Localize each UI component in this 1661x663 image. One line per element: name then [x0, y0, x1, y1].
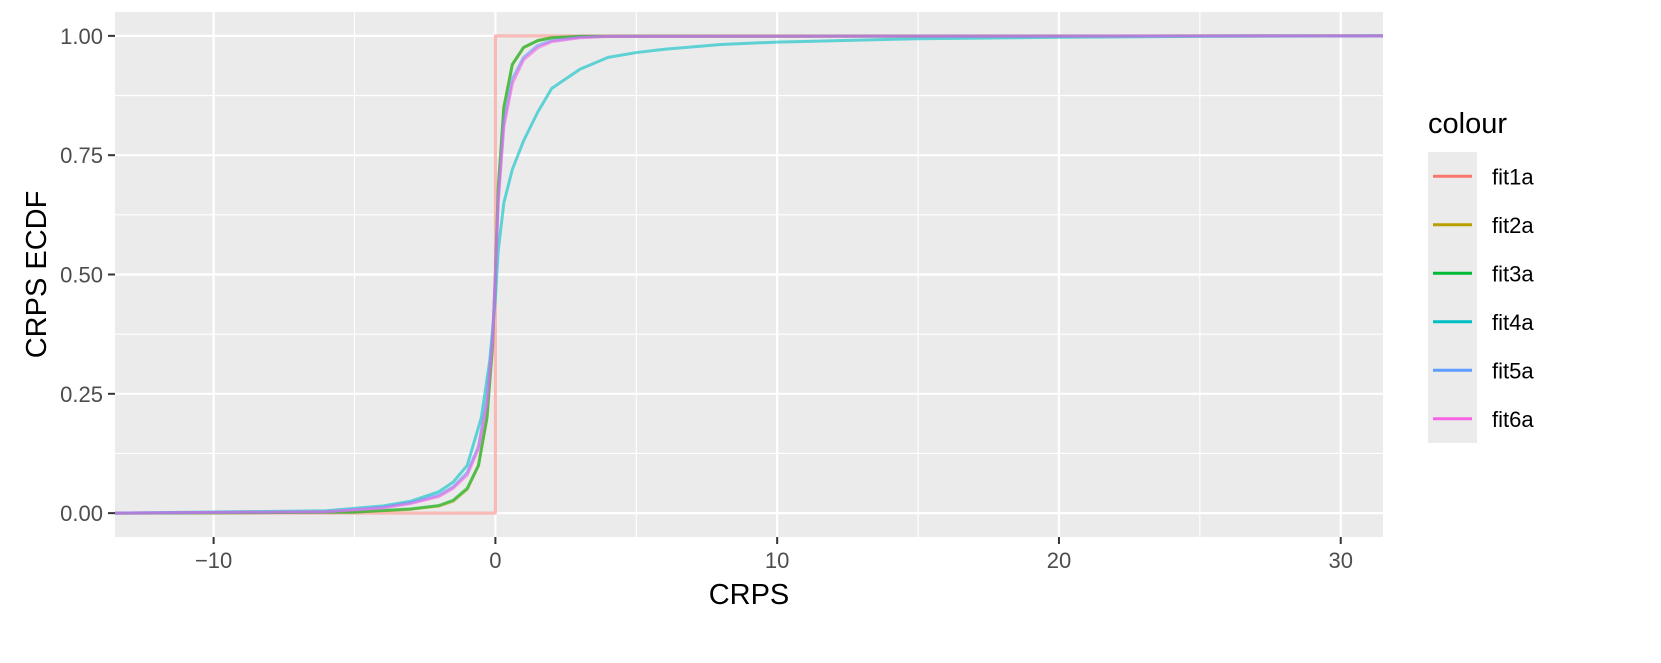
- series-line-fit4a: [114, 34, 1384, 515]
- legend-item-fit4a: fit4a: [1433, 310, 1534, 335]
- legend-title: colour: [1428, 108, 1507, 140]
- y-tick-label: 0.25: [60, 382, 103, 407]
- legend-label-fit6a: fit6a: [1492, 407, 1534, 432]
- legend-item-fit5a: fit5a: [1433, 358, 1534, 383]
- legend-label-fit1a: fit1a: [1492, 164, 1534, 189]
- x-axis: −10 0 10 20 30: [195, 537, 1353, 573]
- minor-gridlines: [115, 12, 1383, 537]
- legend-items: fit1a fit2a fit3a fit4a fit5a fit6a: [1433, 164, 1534, 432]
- y-axis-title: CRPS ECDF: [21, 191, 53, 359]
- legend-key-background: [1428, 152, 1477, 443]
- y-tick-label: 0.00: [60, 501, 103, 526]
- legend-label-fit4a: fit4a: [1492, 310, 1534, 335]
- legend-label-fit2a: fit2a: [1492, 213, 1534, 238]
- y-tick-label: 0.75: [60, 143, 103, 168]
- series-line-fit6a: [114, 34, 1384, 515]
- x-tick-label: 0: [489, 548, 501, 573]
- legend-label-fit3a: fit3a: [1492, 261, 1534, 286]
- legend: colour fit1a fit2a fit3a fit4a fit5a fit6a: [1428, 108, 1534, 443]
- x-tick-label: −10: [195, 548, 232, 573]
- legend-item-fit6a: fit6a: [1433, 407, 1534, 432]
- y-tick-label: 0.50: [60, 263, 103, 288]
- x-tick-label: 20: [1047, 548, 1071, 573]
- y-tick-label: 1.00: [60, 24, 103, 49]
- series-lines: [114, 34, 1384, 515]
- legend-item-fit2a: fit2a: [1433, 213, 1534, 238]
- y-axis: 0.00 0.25 0.50 0.75 1.00: [60, 24, 115, 526]
- major-gridlines: [115, 12, 1383, 537]
- legend-item-fit1a: fit1a: [1433, 164, 1534, 189]
- legend-item-fit3a: fit3a: [1433, 261, 1534, 286]
- legend-label-fit5a: fit5a: [1492, 358, 1534, 383]
- x-tick-label: 10: [765, 548, 789, 573]
- x-tick-label: 30: [1328, 548, 1352, 573]
- x-axis-title: CRPS: [709, 579, 790, 611]
